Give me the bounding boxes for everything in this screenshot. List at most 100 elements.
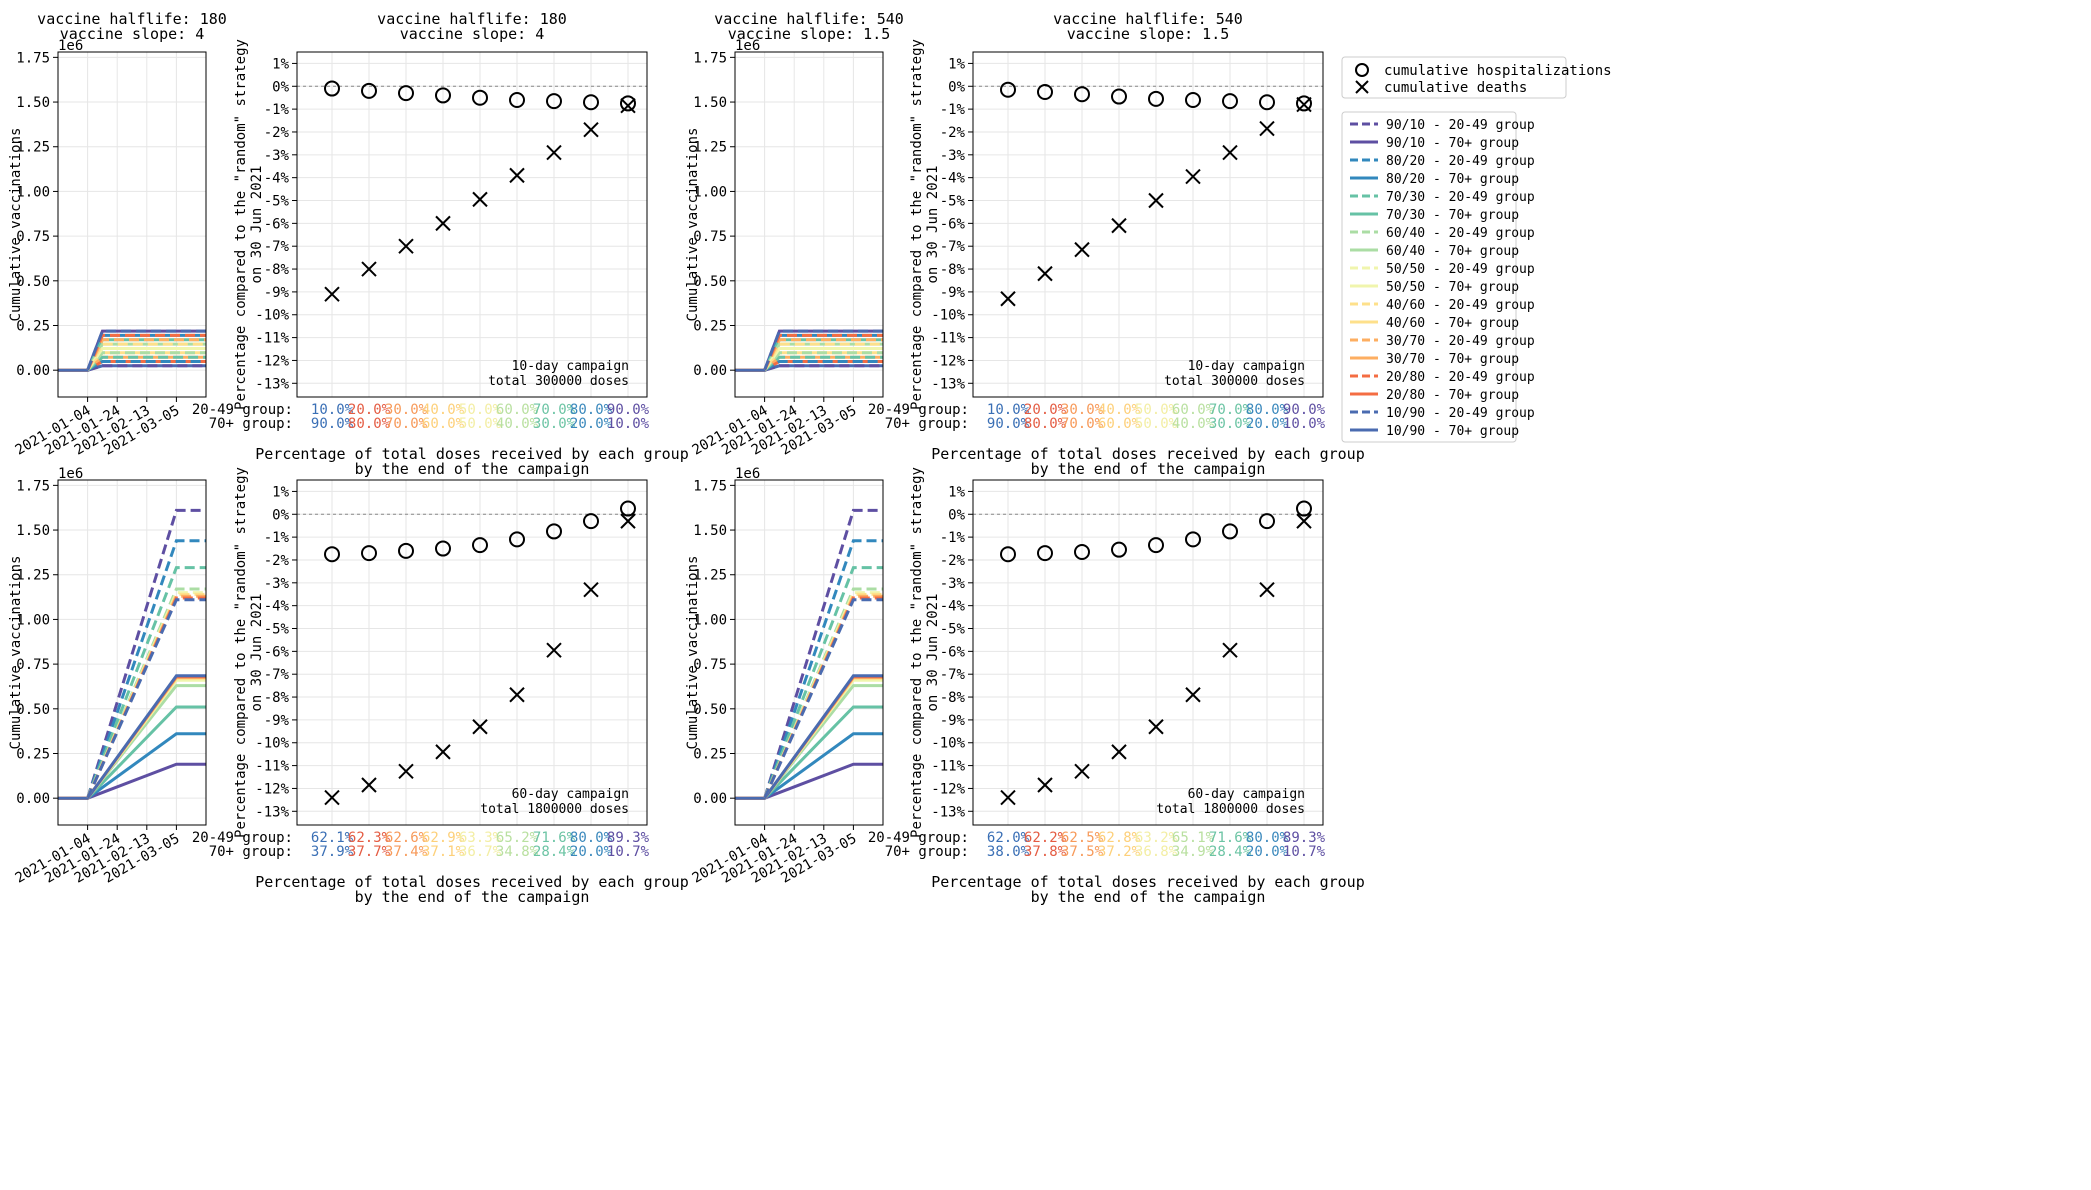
legend-label: 10/90 - 70+ group — [1386, 424, 1519, 439]
x-axis-label: by the end of the campaign — [355, 888, 590, 906]
y-axis-label: Cumulative vaccinations — [685, 128, 701, 322]
y-tick-label: 0.50 — [16, 702, 50, 718]
y-tick-label: 1.75 — [693, 478, 727, 494]
hospitalization-point — [1037, 83, 1053, 100]
series-line-16 — [58, 598, 206, 800]
y-tick-label: 1.75 — [16, 50, 50, 66]
y-tick-label: -5% — [940, 194, 966, 210]
campaign-note: total 1800000 doses — [1156, 802, 1305, 817]
y-tick-label: -2% — [264, 125, 290, 141]
old-share-label: 10.7% — [607, 844, 650, 860]
young-share-label: 90.0% — [1283, 402, 1326, 418]
y-tick-label: -12% — [931, 781, 965, 797]
x-axis-label: by the end of the campaign — [355, 460, 590, 478]
panel-title: vaccine slope: 1.5 — [728, 25, 891, 43]
y-tick-label: 0.75 — [693, 657, 727, 673]
y-axis-label: Percentage compared to the "random" stra… — [233, 467, 249, 838]
y-tick-label: -11% — [931, 759, 965, 775]
y-offset-label: 1e6 — [58, 466, 83, 482]
y-tick-label: -3% — [264, 148, 290, 164]
young-share-label: 60.0% — [1172, 402, 1215, 418]
series-line-2 — [58, 360, 206, 372]
old-share-label: 38.0% — [987, 844, 1030, 860]
group-label: 70+ group: — [209, 416, 293, 432]
group-label: 70+ group: — [885, 844, 969, 860]
hospitalization-point — [398, 85, 414, 102]
old-share-label: 36.8% — [1135, 844, 1178, 860]
y-tick-label: 1.25 — [693, 140, 727, 156]
death-point — [1037, 265, 1053, 282]
hospitalization-point — [1259, 94, 1275, 111]
y-tick-label: -8% — [940, 690, 966, 706]
death-point — [435, 744, 451, 760]
death-point — [546, 144, 562, 161]
old-share-label: 50.0% — [1135, 416, 1178, 432]
y-tick-label: 1.75 — [16, 478, 50, 494]
series-line-1 — [735, 762, 883, 800]
panel-frame — [57, 479, 207, 826]
y-tick-label: -4% — [940, 599, 966, 615]
y-tick-label: -8% — [940, 262, 966, 278]
y-tick-label: 0% — [948, 79, 965, 95]
death-point — [1074, 763, 1090, 780]
panel-bottom-left: 0.000.250.500.751.001.251.501.752021-01-… — [8, 466, 207, 887]
y-tick-label: -11% — [255, 759, 289, 775]
hospitalization-point — [620, 500, 636, 517]
death-point — [1111, 217, 1127, 234]
y-tick-label: -2% — [940, 125, 966, 141]
death-point — [1148, 192, 1164, 209]
panel-title: vaccine slope: 4 — [400, 25, 545, 43]
old-share-label: 37.8% — [1024, 844, 1067, 860]
series-line-13 — [58, 355, 206, 372]
y-tick-label: 1.50 — [16, 95, 50, 111]
young-share-label: 40.0% — [422, 402, 465, 418]
legend-label: 80/20 - 70+ group — [1386, 172, 1519, 187]
hospitalization-point — [620, 95, 636, 112]
legend-label: 60/40 - 70+ group — [1386, 244, 1519, 259]
legend-label: 90/10 - 20-49 group — [1386, 118, 1535, 133]
death-point — [324, 286, 340, 302]
death-point — [472, 191, 488, 208]
x-axis-label: Percentage of total doses received by ea… — [255, 445, 688, 463]
x-axis-label: Percentage of total doses received by ea… — [255, 873, 688, 891]
old-share-label: 70.0% — [1061, 416, 1104, 432]
old-share-label: 20.0% — [1246, 844, 1289, 860]
y-tick-label: -7% — [940, 239, 966, 255]
y-tick-label: 0% — [948, 507, 965, 523]
y-tick-label: -1% — [940, 102, 966, 118]
hospitalization-point — [472, 537, 488, 554]
y-tick-label: -4% — [264, 599, 290, 615]
y-tick-label: -8% — [264, 262, 290, 278]
y-tick-label: 0.25 — [693, 746, 727, 762]
y-tick-label: 0.00 — [693, 363, 727, 379]
death-point — [324, 789, 340, 806]
hospitalization-point — [1148, 537, 1164, 554]
panel-title: vaccine halflife: 180 — [37, 10, 227, 28]
death-point — [620, 513, 636, 529]
series-line-5 — [58, 705, 206, 800]
y-tick-label: 0.75 — [16, 229, 50, 245]
old-share-label: 37.2% — [1098, 844, 1141, 860]
group-label: 20-49 group: — [192, 402, 293, 418]
y-tick-label: 1% — [272, 56, 289, 72]
campaign-note: 60-day campaign — [512, 787, 629, 802]
y-tick-label: 1.50 — [693, 95, 727, 111]
y-tick-label: 0.00 — [16, 363, 50, 379]
hospitalization-point — [324, 546, 340, 563]
young-share-label: 80.0% — [1246, 830, 1289, 846]
panel-frame — [296, 479, 648, 826]
legend-label: 50/50 - 20-49 group — [1386, 262, 1535, 277]
y-tick-label: -2% — [940, 553, 966, 569]
young-share-label: 65.1% — [1172, 830, 1215, 846]
young-share-label: 62.2% — [1024, 830, 1067, 846]
y-tick-label: -6% — [940, 644, 966, 660]
series-line-4 — [735, 566, 883, 800]
panel-bottom-mid-left: 1% 0% -1% -2% -3% -4% -5% -6% -7% -8% -9% -10% -11% -… — [192, 467, 689, 906]
death-point — [1222, 642, 1238, 658]
old-share-label: 28.4% — [1209, 844, 1252, 860]
legend-label: 30/70 - 20-49 group — [1386, 334, 1535, 349]
series-line-4 — [58, 355, 206, 372]
young-share-label: 63.3% — [459, 830, 502, 846]
young-share-label: 71.6% — [533, 830, 576, 846]
